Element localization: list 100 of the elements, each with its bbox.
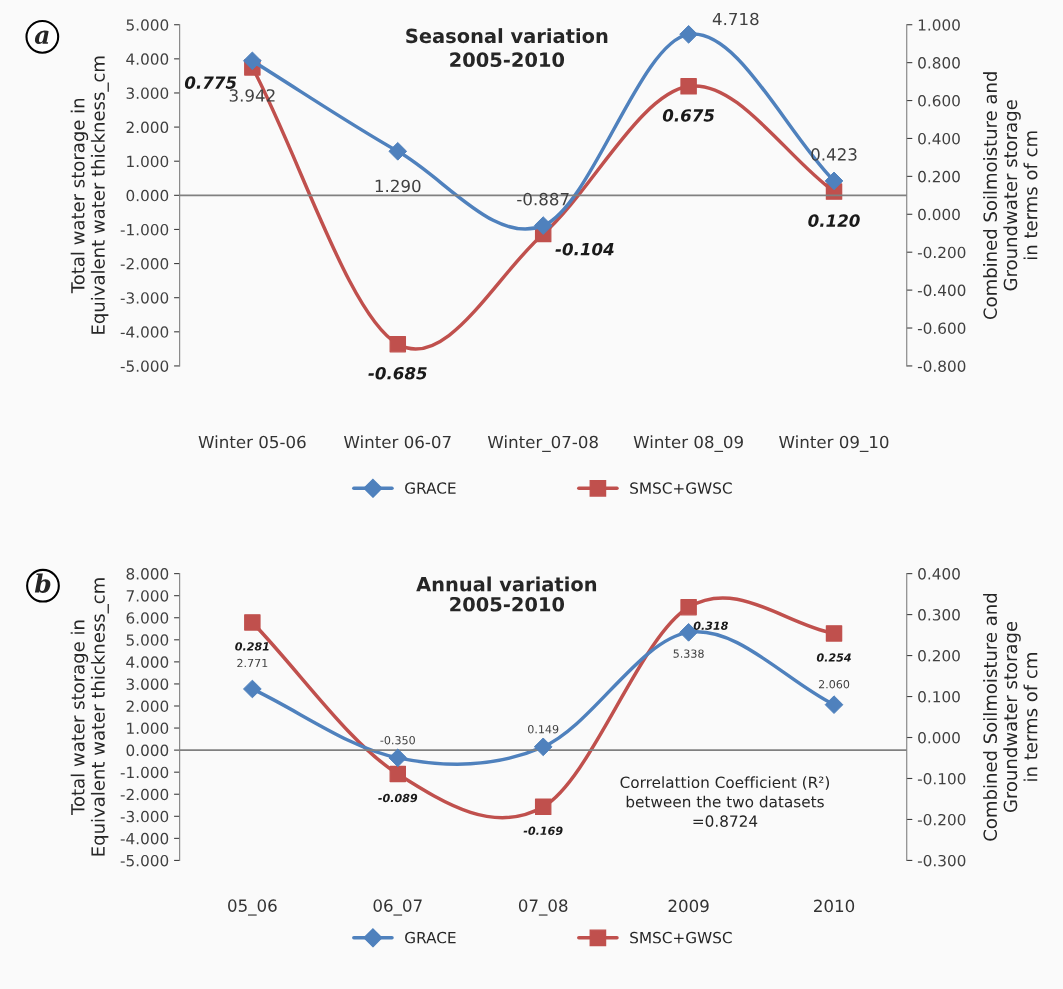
point xyxy=(533,216,553,235)
point xyxy=(244,614,261,631)
y-tick-label: 0.000 xyxy=(126,189,169,202)
y-tick-label: -4.000 xyxy=(120,326,169,338)
data-label: 0.318 xyxy=(693,621,728,630)
data-label: -0.685 xyxy=(368,366,427,380)
y2-axis-title: Combined Soilmoisture and Groundwater storage in terms of cm xyxy=(983,593,1038,841)
text: b xyxy=(34,573,51,593)
y-tick-label: 7.000 xyxy=(126,590,169,602)
x-tick-label: Winter_07-08 xyxy=(487,435,598,452)
y-axis-title: Total water storage in Equivalent water thickness_cm xyxy=(70,56,109,334)
annotation: Correlattion Coefficient (R²) between the two datasets =0.8724 xyxy=(620,776,830,827)
data-label: 2.060 xyxy=(818,680,850,689)
x-tick-label: 06_07 xyxy=(373,899,422,916)
y-tick-label: -3.000 xyxy=(120,810,169,823)
y2-tick-label: 1.000 xyxy=(918,19,960,31)
point xyxy=(824,171,844,191)
legend-label: GRACE xyxy=(405,931,456,944)
y2-tick-label: 0.400 xyxy=(918,568,960,580)
data-label: 1.290 xyxy=(375,179,421,193)
y-tick-label: -2.000 xyxy=(120,788,169,801)
x-tick-label: 2010 xyxy=(814,899,855,913)
point xyxy=(679,25,698,44)
y2-tick-label: 0.100 xyxy=(918,691,960,703)
y2-tick-label: -0.200 xyxy=(917,813,966,826)
point xyxy=(825,625,843,642)
y-tick-label: -5.000 xyxy=(120,854,169,867)
y-tick-label: 3.000 xyxy=(126,678,169,690)
y2-tick-label: -0.200 xyxy=(917,246,966,259)
y-tick-label: 0.000 xyxy=(126,744,169,757)
x-tick-label: 05_06 xyxy=(228,899,277,916)
y2-tick-label: -0.400 xyxy=(917,284,966,297)
point xyxy=(243,51,262,71)
text: 2005-2010 xyxy=(450,596,565,612)
y-tick-label: 2.000 xyxy=(126,700,169,713)
x-tick-label: 2009 xyxy=(668,899,709,913)
data-label: 0.281 xyxy=(235,642,269,651)
text: a xyxy=(34,30,49,45)
data-label: -0.350 xyxy=(380,735,415,745)
y-tick-label: 3.000 xyxy=(126,87,169,99)
y2-tick-label: 0.200 xyxy=(918,650,960,662)
y2-tick-label: -0.600 xyxy=(917,322,966,335)
point xyxy=(243,679,262,699)
y2-tick-label: 0.200 xyxy=(918,170,960,183)
y2-tick-label: -0.800 xyxy=(917,360,966,372)
point xyxy=(680,598,697,616)
point xyxy=(388,141,408,161)
point xyxy=(680,78,697,95)
y-tick-label: 2.000 xyxy=(126,121,169,134)
x-tick-label: Winter 09_10 xyxy=(779,435,889,452)
y-axis-title: Total water storage in Equivalent water thickness_cm xyxy=(70,578,109,856)
y-tick-label: 1.000 xyxy=(127,722,169,735)
y2-tick-label: 0.400 xyxy=(918,132,960,145)
y2-axis-title: Combined Soilmoisture and Groundwater storage in terms of cm xyxy=(983,72,1038,320)
y-tick-label: -1.000 xyxy=(120,223,169,236)
legend-label: SMSC+GWSC xyxy=(630,482,732,494)
data-label: 0.423 xyxy=(811,148,857,161)
y2-tick-label: -0.100 xyxy=(917,772,966,785)
y-tick-label: 6.000 xyxy=(126,612,169,624)
legend-label: SMSC+GWSC xyxy=(630,931,732,944)
y-tick-label: 1.000 xyxy=(127,155,169,168)
y-tick-label: -5.000 xyxy=(120,360,169,372)
y-tick-label: 5.000 xyxy=(126,19,169,31)
point xyxy=(534,798,552,815)
x-tick-label: Winter 08_09 xyxy=(633,435,743,452)
data-label: 0.675 xyxy=(662,109,715,122)
y2-tick-label: 0.000 xyxy=(918,731,960,744)
y2-tick-label: 0.800 xyxy=(918,57,960,69)
y2-tick-label: 0.000 xyxy=(918,208,960,221)
data-label: 5.338 xyxy=(673,649,704,658)
data-label: -0.169 xyxy=(523,826,563,835)
y-tick-label: 8.000 xyxy=(126,568,169,580)
y2-tick-label: -0.300 xyxy=(917,854,966,867)
point xyxy=(389,765,407,783)
y-tick-label: 5.000 xyxy=(126,634,169,646)
data-label: 2.771 xyxy=(237,658,268,668)
y2-tick-label: 0.600 xyxy=(918,95,960,107)
data-label: 0.149 xyxy=(528,724,559,734)
point xyxy=(389,335,407,353)
data-label: 0.254 xyxy=(816,653,851,662)
data-label: 0.120 xyxy=(808,214,860,227)
y-tick-label: -1.000 xyxy=(120,766,169,779)
x-tick-label: 07_08 xyxy=(518,899,568,916)
chart-title: Annual variation xyxy=(416,576,597,592)
data-label: 0.775 xyxy=(184,76,237,89)
point xyxy=(824,695,844,715)
text: 2005-2010 xyxy=(450,52,565,68)
x-tick-label: Winter 06-07 xyxy=(344,435,451,449)
data-label: -0.887 xyxy=(517,192,569,206)
point xyxy=(533,737,553,757)
x-tick-label: Winter 05-06 xyxy=(198,435,306,449)
data-label: 4.718 xyxy=(712,12,759,26)
y-tick-label: -3.000 xyxy=(120,292,169,304)
y2-tick-label: 0.300 xyxy=(918,609,960,621)
legend-label: GRACE xyxy=(405,482,456,494)
y-tick-label: 4.000 xyxy=(126,53,169,65)
y-tick-label: 4.000 xyxy=(126,656,169,668)
chart-title: Seasonal variation xyxy=(406,28,608,44)
y-tick-label: -2.000 xyxy=(120,258,169,270)
point xyxy=(388,748,408,768)
